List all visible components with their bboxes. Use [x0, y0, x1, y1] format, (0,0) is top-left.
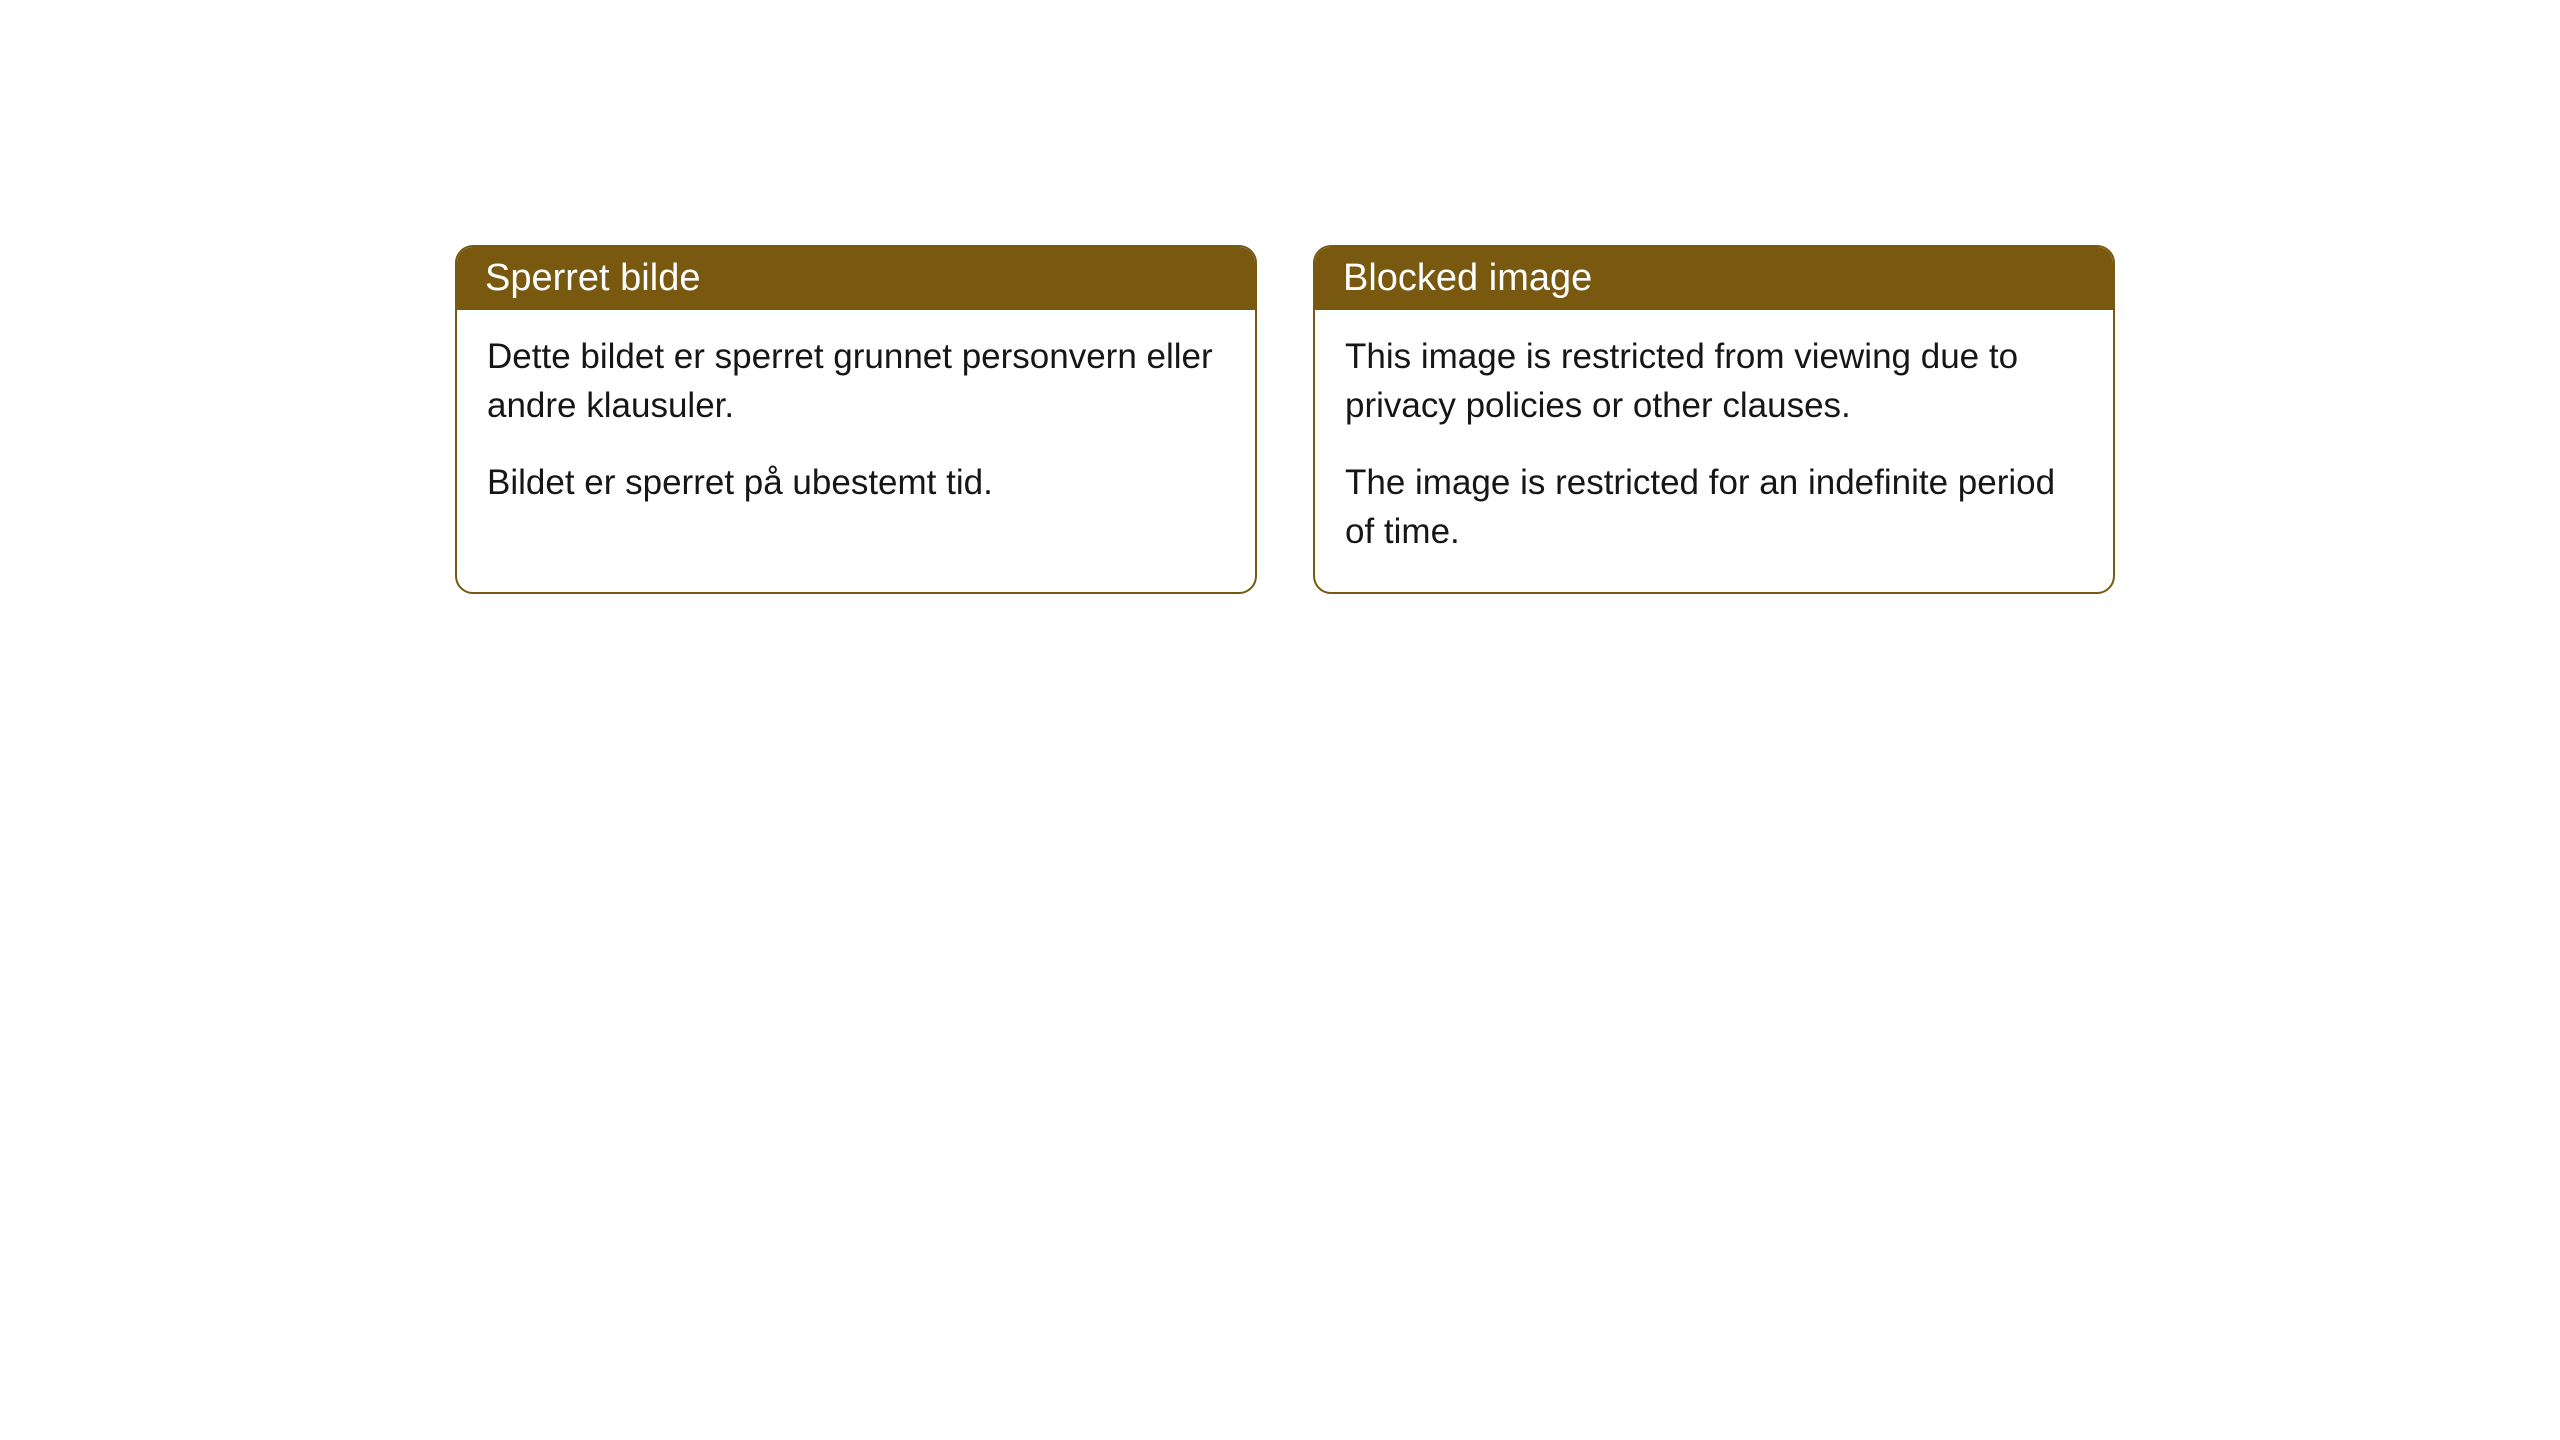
notice-paragraph: The image is restricted for an indefinit… [1345, 458, 2083, 556]
notice-paragraph: Bildet er sperret på ubestemt tid. [487, 458, 1225, 507]
notice-header-norwegian: Sperret bilde [457, 247, 1255, 310]
notice-box-norwegian: Sperret bilde Dette bildet er sperret gr… [455, 245, 1257, 594]
notices-container: Sperret bilde Dette bildet er sperret gr… [455, 245, 2115, 594]
notice-body-english: This image is restricted from viewing du… [1315, 310, 2113, 592]
notice-paragraph: Dette bildet er sperret grunnet personve… [487, 332, 1225, 430]
notice-paragraph: This image is restricted from viewing du… [1345, 332, 2083, 430]
notice-box-english: Blocked image This image is restricted f… [1313, 245, 2115, 594]
notice-body-norwegian: Dette bildet er sperret grunnet personve… [457, 310, 1255, 543]
notice-header-english: Blocked image [1315, 247, 2113, 310]
